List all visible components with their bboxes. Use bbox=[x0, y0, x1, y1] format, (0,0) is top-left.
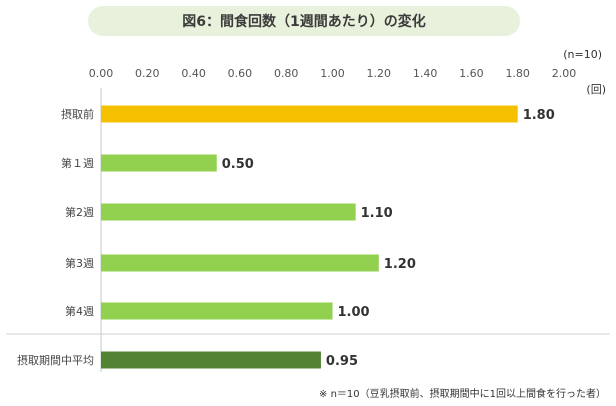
x-tick-label: 2.00 bbox=[552, 67, 577, 80]
value-label: 1.20 bbox=[384, 257, 416, 272]
axis-unit-label: (回) bbox=[586, 83, 606, 96]
category-label: 摂取期間中平均 bbox=[17, 353, 94, 367]
bar bbox=[101, 105, 518, 123]
value-label: 1.00 bbox=[338, 305, 370, 320]
x-tick-label: 0.00 bbox=[89, 67, 114, 80]
x-tick-label: 1.60 bbox=[459, 67, 484, 80]
bar bbox=[101, 254, 379, 272]
chart-title: 図6：間食回数（1週間あたり）の変化 bbox=[88, 6, 520, 36]
x-tick-label: 1.00 bbox=[320, 67, 345, 80]
value-label: 0.95 bbox=[326, 354, 358, 369]
value-label: 1.80 bbox=[523, 108, 555, 123]
x-tick-label: 0.40 bbox=[181, 67, 206, 80]
x-tick-label: 1.20 bbox=[367, 67, 392, 80]
category-label: 第3週 bbox=[65, 256, 94, 270]
x-tick-label: 1.80 bbox=[505, 67, 530, 80]
category-label: 第2週 bbox=[65, 205, 94, 219]
category-label: 摂取前 bbox=[61, 107, 94, 121]
x-tick-label: 0.80 bbox=[274, 67, 299, 80]
sample-size-note: (n=10) bbox=[563, 48, 602, 61]
value-label: 0.50 bbox=[222, 157, 254, 172]
category-label: 第4週 bbox=[65, 304, 94, 318]
x-tick-label: 0.20 bbox=[135, 67, 160, 80]
x-tick-label: 0.60 bbox=[228, 67, 253, 80]
x-tick-label: 1.40 bbox=[413, 67, 438, 80]
category-label: 第１週 bbox=[61, 156, 94, 170]
bar bbox=[101, 302, 333, 320]
value-label: 1.10 bbox=[361, 206, 393, 221]
footnote: ※ n＝10（豆乳摂取前、摂取期間中に1回以上間食を行った者） bbox=[319, 389, 606, 400]
bar bbox=[101, 351, 321, 369]
bar bbox=[101, 154, 217, 172]
bar bbox=[101, 203, 356, 221]
